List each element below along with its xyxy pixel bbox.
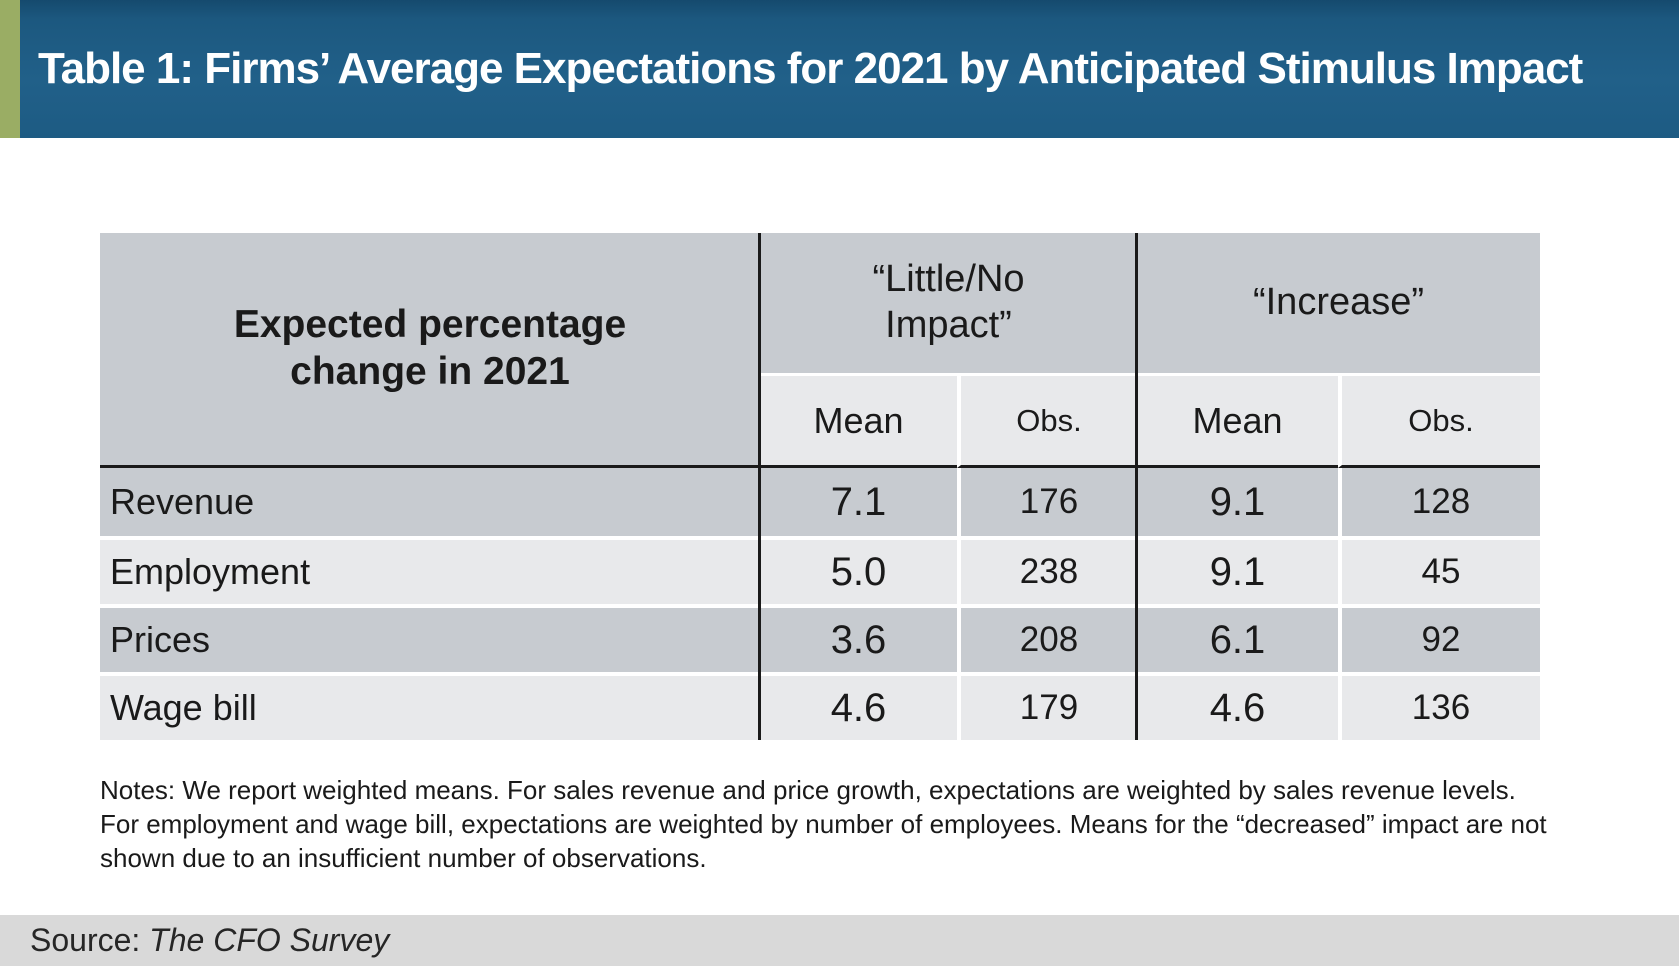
row-label: Prices	[100, 604, 760, 672]
table-cell: 3.6	[760, 604, 957, 672]
row-label: Revenue	[100, 468, 760, 536]
table-cell: 238	[957, 536, 1137, 604]
table-cell: 45	[1338, 536, 1540, 604]
table-cell: 4.6	[1137, 672, 1338, 740]
subheader-obs-little: Obs.	[957, 373, 1137, 468]
row-label: Wage bill	[100, 672, 760, 740]
subheader-mean-increase: Mean	[1137, 373, 1338, 468]
table-cell: 4.6	[760, 672, 957, 740]
table-cell: 92	[1338, 604, 1540, 672]
table-cell: 176	[957, 468, 1137, 536]
column-group-little-no-impact: “Little/No Impact”	[760, 233, 1137, 373]
source-label: Source:	[30, 922, 141, 958]
accent-stripe	[0, 0, 20, 138]
subheader-mean-little: Mean	[760, 373, 957, 468]
page-title: Table 1: Firms’ Average Expectations for…	[38, 44, 1583, 93]
table-cell: 7.1	[760, 468, 957, 536]
corner-header: Expected percentage change in 2021	[100, 233, 760, 468]
table-cell: 179	[957, 672, 1137, 740]
column-group-increase: “Increase”	[1137, 233, 1540, 373]
subheader-obs-increase: Obs.	[1338, 373, 1540, 468]
table-cell: 136	[1338, 672, 1540, 740]
table-cell: 128	[1338, 468, 1540, 536]
table-cell: 9.1	[1137, 468, 1338, 536]
table-notes: Notes: We report weighted means. For sal…	[100, 775, 1547, 873]
column-separator	[1135, 233, 1138, 740]
table-cell: 9.1	[1137, 536, 1338, 604]
table-cell: 208	[957, 604, 1137, 672]
table-cell: 6.1	[1137, 604, 1338, 672]
row-label: Employment	[100, 536, 760, 604]
title-banner: Table 1: Firms’ Average Expectations for…	[0, 0, 1679, 138]
table-cell: 5.0	[760, 536, 957, 604]
data-table: Expected percentage change in 2021 “Litt…	[100, 233, 1540, 740]
source-title: The CFO Survey	[149, 922, 390, 958]
source-bar: Source: The CFO Survey	[0, 915, 1679, 966]
column-separator	[758, 233, 761, 740]
